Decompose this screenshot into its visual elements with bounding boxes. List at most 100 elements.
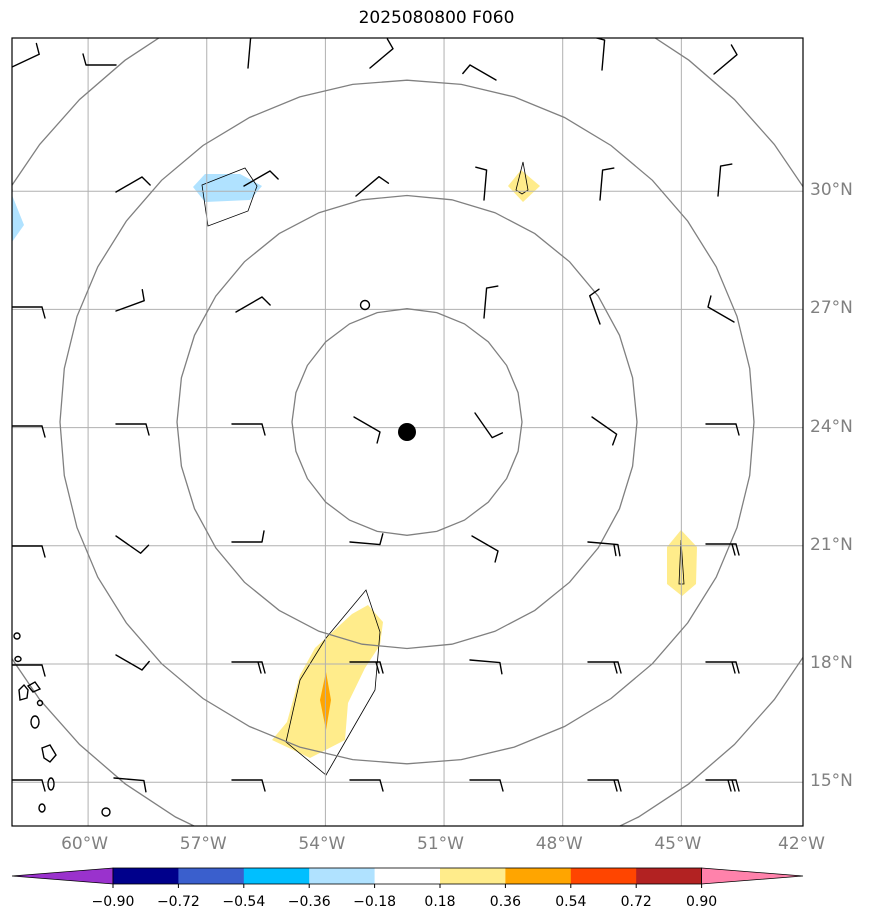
- wind-barb: [475, 166, 488, 201]
- wind-barb: [115, 423, 150, 436]
- storm-center-marker: [398, 423, 416, 441]
- colorbar-segment: [636, 868, 703, 884]
- colorbar-segment: [440, 868, 506, 884]
- wind-barb: [115, 289, 145, 312]
- wind-barb: [82, 53, 117, 66]
- wind-barb: [469, 779, 504, 792]
- wind-barb: [369, 38, 394, 69]
- wind-barb: [717, 163, 733, 197]
- wind-barb: [587, 661, 622, 674]
- wind-barb: [231, 530, 265, 543]
- wind-barbs: [12, 38, 740, 793]
- wind-barb: [115, 654, 150, 671]
- colorbar-outline: [112, 867, 702, 885]
- wind-barb: [349, 533, 384, 546]
- lat-tick-label: 30°N: [810, 180, 853, 201]
- shaded-field: [12, 161, 697, 776]
- wind-barb: [471, 535, 499, 563]
- range-rings: [12, 38, 803, 826]
- wind-barb: [705, 779, 740, 792]
- wind-barb: [12, 306, 46, 319]
- wind-barb: [349, 779, 384, 792]
- lat-tick-label: 21°N: [810, 534, 853, 555]
- range-ring: [59, 79, 755, 765]
- lon-tick-label: 57°W: [179, 834, 227, 854]
- map-frame: [11, 37, 804, 827]
- wind-barb: [589, 288, 601, 325]
- wind-barb: [705, 543, 740, 556]
- positive-anomaly-patch-east: [667, 530, 697, 596]
- wind-barb: [235, 296, 271, 313]
- wind-barb: [474, 412, 504, 439]
- wind-barb: [115, 176, 151, 193]
- lat-tick-label: 15°N: [810, 771, 853, 792]
- wind-barb: [469, 659, 503, 675]
- colorbar-extend-high: [701, 867, 804, 885]
- wind-barb: [591, 416, 618, 446]
- colorbar-tick-label: −0.54: [222, 894, 266, 910]
- range-ring: [176, 194, 638, 650]
- lon-tick-label: 42°W: [778, 834, 825, 854]
- wind-barb: [483, 285, 499, 319]
- wind-barb: [587, 779, 622, 792]
- map-title: 2025080800 F060: [358, 8, 515, 28]
- wind-barb: [599, 167, 615, 201]
- wind-barb: [113, 777, 147, 793]
- wind-barb: [247, 38, 256, 69]
- colorbar-segment: [374, 868, 441, 884]
- lon-tick-label: 45°W: [654, 834, 702, 854]
- colorbar-tick-label: 0.54: [555, 894, 587, 910]
- range-ring: [12, 38, 803, 826]
- wind-barb: [353, 416, 381, 444]
- wind-barb: [355, 176, 390, 197]
- negative-anomaly-patch: [193, 174, 262, 202]
- wind-barb: [231, 661, 266, 674]
- colorbar-tick-label: 0.18: [424, 894, 456, 910]
- positive-anomaly-patch: [508, 170, 540, 202]
- wind-barb: [12, 779, 46, 792]
- lat-tick-label: 27°N: [810, 298, 853, 319]
- lon-tick-label: 60°W: [61, 834, 109, 854]
- colorbar-segment: [178, 868, 245, 884]
- negative-anomaly-patch-edge: [12, 195, 24, 242]
- wind-barb: [594, 38, 606, 71]
- wind-barb: [705, 423, 740, 436]
- colorbar: [11, 867, 804, 888]
- wind-barb: [587, 541, 621, 557]
- colorbar-segment: [243, 868, 310, 884]
- wind-barb: [12, 42, 40, 68]
- wind-barb: [705, 661, 740, 674]
- lon-tick-label: 48°W: [535, 834, 583, 854]
- wind-barb: [12, 189, 13, 191]
- wind-barb: [707, 295, 735, 323]
- wind-barb: [12, 425, 46, 438]
- lat-tick-label: 18°N: [810, 653, 853, 673]
- range-ring: [291, 308, 523, 536]
- colorbar-extend-low: [11, 867, 114, 885]
- colorbar-segment: [309, 868, 376, 884]
- colorbar-tick-label: −0.18: [353, 894, 397, 910]
- colorbar-tick-label: 0.72: [620, 894, 652, 910]
- colorbar-tick-label: −0.36: [287, 894, 331, 910]
- wind-barb: [12, 664, 46, 677]
- coastline: [13, 632, 111, 817]
- colorbar-tick-label: 0.36: [489, 894, 521, 910]
- wind-barb: [713, 44, 738, 75]
- wind-barb: [243, 170, 279, 187]
- wind-barb: [115, 535, 150, 554]
- lon-tick-label: 51°W: [417, 834, 464, 854]
- colorbar-tick-label: −0.72: [156, 894, 200, 910]
- wind-barb: [349, 661, 384, 674]
- lat-tick-label: 24°N: [810, 416, 853, 437]
- colorbar-tick-label: 0.90: [686, 894, 718, 910]
- wind-barb: [12, 545, 46, 558]
- calm-wind-marker: [359, 299, 371, 311]
- lon-tick-label: 54°W: [298, 834, 346, 854]
- colorbar-tick-label: −0.90: [91, 894, 135, 910]
- wind-barb: [231, 423, 266, 436]
- wind-barb: [231, 779, 266, 792]
- wind-barb: [462, 64, 497, 81]
- colorbar-segment: [113, 868, 179, 884]
- colorbar-segment: [505, 868, 572, 884]
